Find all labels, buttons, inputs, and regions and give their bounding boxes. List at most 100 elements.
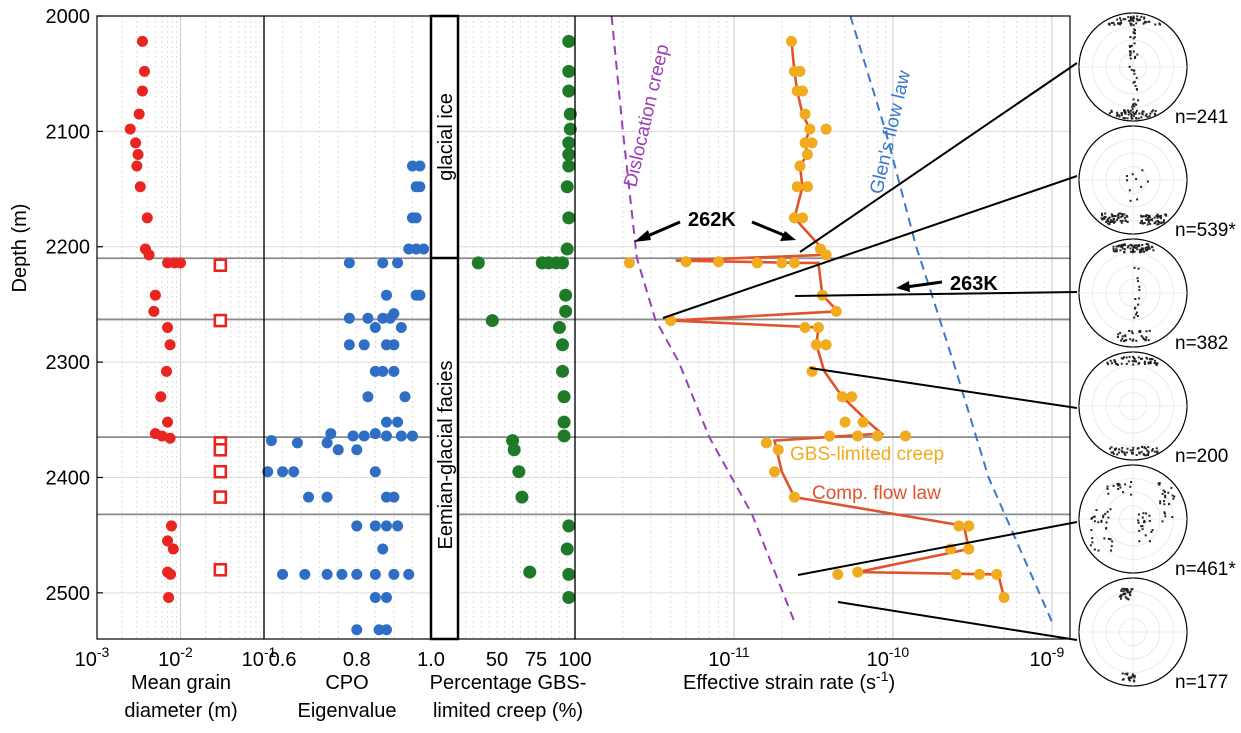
arrow-263k bbox=[905, 280, 943, 289]
data-point bbox=[165, 568, 177, 580]
pole-figure-point bbox=[1162, 500, 1165, 503]
pole-figure-point bbox=[1156, 213, 1159, 216]
data-point bbox=[265, 435, 277, 447]
pole-figure-point bbox=[1151, 448, 1154, 451]
pole-figure-point bbox=[1114, 220, 1117, 223]
pole-figure-point bbox=[1153, 216, 1156, 219]
pole-figure-point bbox=[1112, 21, 1115, 24]
pole-figure-point bbox=[1137, 513, 1140, 516]
pole-figure-point bbox=[1159, 502, 1162, 505]
data-point bbox=[991, 568, 1003, 580]
pole-figure-point bbox=[1147, 452, 1150, 455]
pole-figure-point bbox=[1140, 220, 1143, 223]
pole-figure-point bbox=[1131, 17, 1134, 20]
pole-figure-point bbox=[1101, 214, 1104, 217]
pole-figure-point bbox=[1132, 69, 1135, 72]
data-point bbox=[134, 181, 146, 193]
data-point bbox=[414, 289, 426, 301]
pole-figure-point bbox=[1132, 50, 1135, 53]
pole-figure-point bbox=[1156, 223, 1159, 226]
pole-figure-point bbox=[1156, 216, 1159, 219]
data-point bbox=[963, 543, 975, 555]
data-point bbox=[163, 591, 175, 603]
pole-figure-point bbox=[1137, 356, 1140, 359]
pole-figure-point bbox=[1123, 243, 1126, 246]
data-point bbox=[392, 520, 404, 532]
pole-figure-point bbox=[1129, 45, 1132, 48]
pole-figure-point bbox=[1161, 520, 1164, 523]
data-point bbox=[303, 491, 315, 503]
depth-axis-label: Depth (m) bbox=[9, 204, 31, 293]
pole-figure-point bbox=[1117, 216, 1120, 219]
pole-figure-point bbox=[1144, 534, 1147, 537]
pole-figure-point bbox=[1117, 488, 1120, 491]
pole-figure-point bbox=[1148, 329, 1151, 332]
pole-figure-point bbox=[1122, 18, 1125, 21]
pole-figure-point bbox=[1116, 335, 1119, 338]
pole-figure-point bbox=[1103, 537, 1106, 540]
pole-figure-point bbox=[1130, 451, 1133, 454]
y-tick-label: 2000 bbox=[46, 6, 91, 28]
data-point bbox=[751, 257, 763, 269]
pole-figure-connector bbox=[797, 521, 1078, 576]
pole-figure-point bbox=[1121, 219, 1124, 222]
pole-figure-point bbox=[1143, 520, 1146, 523]
pole-figure-point bbox=[1139, 221, 1142, 224]
data-point bbox=[325, 428, 337, 440]
pole-figure-point bbox=[1117, 215, 1120, 218]
pole-figure-point bbox=[1138, 285, 1141, 288]
pole-figure-point bbox=[1118, 448, 1121, 451]
pole-figure-point bbox=[1114, 448, 1117, 451]
pole-figure-point bbox=[1135, 22, 1138, 25]
pole-figure-point bbox=[1107, 516, 1110, 519]
pole-figure-point bbox=[1139, 329, 1142, 332]
pole-figure-point bbox=[1162, 221, 1165, 224]
data-point bbox=[794, 160, 806, 172]
pole-figure-point bbox=[1116, 22, 1119, 25]
data-point bbox=[332, 444, 344, 456]
pole-figure-point bbox=[1102, 514, 1105, 517]
pole-figure-point bbox=[1115, 245, 1118, 248]
data-point bbox=[377, 365, 389, 377]
pole-figure-point bbox=[1110, 22, 1113, 25]
data-point bbox=[797, 212, 809, 224]
pole-figure-point bbox=[1164, 213, 1167, 216]
pole-figure-point bbox=[1139, 250, 1142, 253]
pole-figure-point bbox=[1111, 451, 1114, 454]
pole-figure-point bbox=[1119, 212, 1122, 215]
pole-figure-point bbox=[1123, 251, 1126, 254]
pole-figure-point bbox=[1118, 17, 1121, 20]
pole-figure-point bbox=[1144, 447, 1147, 450]
pole-figure-point bbox=[1095, 509, 1098, 512]
pole-figure-point bbox=[1129, 247, 1132, 250]
pole-figure-point bbox=[1131, 173, 1134, 176]
pole-figure-point bbox=[1107, 222, 1110, 225]
pole-figure-point bbox=[1138, 529, 1141, 532]
facies-eemian-label: Eemian-glacial facies bbox=[435, 361, 457, 550]
pole-figure-point bbox=[1126, 597, 1129, 600]
pole-figure-point bbox=[1142, 512, 1145, 515]
pole-figure-point bbox=[1132, 31, 1135, 34]
pole-figure-point bbox=[1132, 251, 1135, 254]
pole-figure-point bbox=[1130, 244, 1133, 247]
panel-frame bbox=[574, 15, 1071, 640]
data-point-square bbox=[213, 442, 228, 457]
pole-figure-point bbox=[1090, 529, 1093, 532]
pole-figure-point bbox=[1131, 675, 1134, 678]
data-point bbox=[351, 624, 363, 636]
pole-figure-point bbox=[1151, 449, 1154, 452]
pole-figure-point bbox=[1112, 248, 1115, 251]
pole-figure-point bbox=[1145, 246, 1148, 249]
pole-figure-point bbox=[1167, 491, 1170, 494]
pole-figure-point bbox=[1160, 222, 1163, 225]
data-point bbox=[362, 312, 374, 324]
pole-figure-point bbox=[1130, 113, 1133, 116]
pole-figure-point bbox=[1118, 114, 1121, 117]
pole-figure-point bbox=[1106, 510, 1109, 513]
pole-figure-point bbox=[1134, 84, 1137, 87]
pole-figure-point bbox=[1135, 311, 1138, 314]
data-point bbox=[277, 466, 289, 478]
data-point bbox=[776, 257, 788, 269]
pole-figure-point bbox=[1126, 215, 1129, 218]
pole-figure-point bbox=[1155, 447, 1158, 450]
